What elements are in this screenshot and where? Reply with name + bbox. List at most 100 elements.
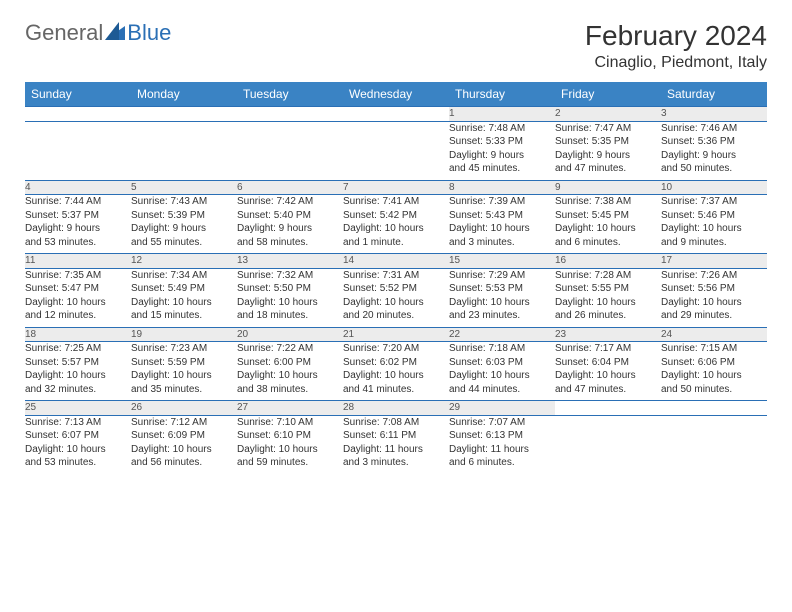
daylight-line2: and 1 minute. [343,236,449,250]
day-number-cell: 10 [661,180,767,195]
logo-text-2: Blue [127,20,171,46]
sunrise-text: Sunrise: 7:15 AM [661,342,767,356]
sunset-text: Sunset: 5:50 PM [237,282,343,296]
daylight-line1: Daylight: 10 hours [131,296,237,310]
daylight-line2: and 55 minutes. [131,236,237,250]
day-content-cell: Sunrise: 7:25 AMSunset: 5:57 PMDaylight:… [25,342,131,401]
day-number-cell: 9 [555,180,661,195]
sunrise-text: Sunrise: 7:43 AM [131,195,237,209]
sunrise-text: Sunrise: 7:23 AM [131,342,237,356]
day-number-cell: 13 [237,254,343,269]
day-content-cell [237,121,343,180]
daylight-line2: and 12 minutes. [25,309,131,323]
day-content-cell: Sunrise: 7:41 AMSunset: 5:42 PMDaylight:… [343,195,449,254]
day-number-cell: 28 [343,401,449,416]
sunrise-text: Sunrise: 7:26 AM [661,269,767,283]
day-content-cell: Sunrise: 7:29 AMSunset: 5:53 PMDaylight:… [449,268,555,327]
day-content-cell: Sunrise: 7:47 AMSunset: 5:35 PMDaylight:… [555,121,661,180]
day-content-cell: Sunrise: 7:35 AMSunset: 5:47 PMDaylight:… [25,268,131,327]
day-content-cell [555,415,661,474]
daylight-line1: Daylight: 10 hours [661,369,767,383]
sunrise-text: Sunrise: 7:12 AM [131,416,237,430]
day-content-cell: Sunrise: 7:42 AMSunset: 5:40 PMDaylight:… [237,195,343,254]
day-header: Thursday [449,82,555,107]
day-content-cell: Sunrise: 7:10 AMSunset: 6:10 PMDaylight:… [237,415,343,474]
content-row: Sunrise: 7:35 AMSunset: 5:47 PMDaylight:… [25,268,767,327]
sunset-text: Sunset: 6:09 PM [131,429,237,443]
day-content-cell: Sunrise: 7:37 AMSunset: 5:46 PMDaylight:… [661,195,767,254]
sunset-text: Sunset: 5:39 PM [131,209,237,223]
day-header: Saturday [661,82,767,107]
content-row: Sunrise: 7:13 AMSunset: 6:07 PMDaylight:… [25,415,767,474]
daylight-line1: Daylight: 10 hours [237,296,343,310]
daylight-line1: Daylight: 10 hours [343,296,449,310]
sunrise-text: Sunrise: 7:41 AM [343,195,449,209]
day-header-row: Sunday Monday Tuesday Wednesday Thursday… [25,82,767,107]
sunrise-text: Sunrise: 7:42 AM [237,195,343,209]
title-block: February 2024 Cinaglio, Piedmont, Italy [585,20,767,72]
sunrise-text: Sunrise: 7:17 AM [555,342,661,356]
day-number-cell [237,107,343,122]
daylight-line2: and 20 minutes. [343,309,449,323]
daylight-line1: Daylight: 10 hours [555,222,661,236]
day-number-cell: 16 [555,254,661,269]
sunset-text: Sunset: 5:55 PM [555,282,661,296]
daylight-line1: Daylight: 10 hours [555,369,661,383]
sunrise-text: Sunrise: 7:35 AM [25,269,131,283]
content-row: Sunrise: 7:48 AMSunset: 5:33 PMDaylight:… [25,121,767,180]
calendar-body: 123Sunrise: 7:48 AMSunset: 5:33 PMDaylig… [25,107,767,474]
daylight-line1: Daylight: 9 hours [25,222,131,236]
day-number-cell: 5 [131,180,237,195]
sunset-text: Sunset: 6:10 PM [237,429,343,443]
daylight-line1: Daylight: 10 hours [343,222,449,236]
daylight-line2: and 32 minutes. [25,383,131,397]
day-number-cell: 4 [25,180,131,195]
daylight-line2: and 3 minutes. [343,456,449,470]
day-content-cell: Sunrise: 7:31 AMSunset: 5:52 PMDaylight:… [343,268,449,327]
sunrise-text: Sunrise: 7:31 AM [343,269,449,283]
day-content-cell: Sunrise: 7:34 AMSunset: 5:49 PMDaylight:… [131,268,237,327]
daylight-line2: and 6 minutes. [449,456,555,470]
sunset-text: Sunset: 5:47 PM [25,282,131,296]
daylight-line1: Daylight: 9 hours [555,149,661,163]
daylight-line1: Daylight: 10 hours [25,443,131,457]
sunset-text: Sunset: 6:02 PM [343,356,449,370]
day-number-cell: 26 [131,401,237,416]
daylight-line1: Daylight: 11 hours [449,443,555,457]
day-content-cell: Sunrise: 7:08 AMSunset: 6:11 PMDaylight:… [343,415,449,474]
day-content-cell: Sunrise: 7:22 AMSunset: 6:00 PMDaylight:… [237,342,343,401]
day-number-cell: 8 [449,180,555,195]
day-number-cell: 17 [661,254,767,269]
daylight-line1: Daylight: 10 hours [661,296,767,310]
sunset-text: Sunset: 6:13 PM [449,429,555,443]
day-content-cell: Sunrise: 7:39 AMSunset: 5:43 PMDaylight:… [449,195,555,254]
sunset-text: Sunset: 5:57 PM [25,356,131,370]
day-number-cell: 24 [661,327,767,342]
sunrise-text: Sunrise: 7:25 AM [25,342,131,356]
daylight-line1: Daylight: 10 hours [449,222,555,236]
day-content-cell: Sunrise: 7:13 AMSunset: 6:07 PMDaylight:… [25,415,131,474]
daylight-line2: and 53 minutes. [25,236,131,250]
sunset-text: Sunset: 6:04 PM [555,356,661,370]
daylight-line2: and 35 minutes. [131,383,237,397]
day-number-cell: 7 [343,180,449,195]
day-number-cell: 22 [449,327,555,342]
day-number-cell: 27 [237,401,343,416]
day-content-cell: Sunrise: 7:46 AMSunset: 5:36 PMDaylight:… [661,121,767,180]
sunrise-text: Sunrise: 7:34 AM [131,269,237,283]
day-number-cell: 11 [25,254,131,269]
day-content-cell [343,121,449,180]
sunrise-text: Sunrise: 7:47 AM [555,122,661,136]
day-content-cell: Sunrise: 7:44 AMSunset: 5:37 PMDaylight:… [25,195,131,254]
daylight-line2: and 6 minutes. [555,236,661,250]
content-row: Sunrise: 7:25 AMSunset: 5:57 PMDaylight:… [25,342,767,401]
day-number-cell: 23 [555,327,661,342]
daylight-line1: Daylight: 10 hours [25,369,131,383]
daylight-line2: and 50 minutes. [661,162,767,176]
sunrise-text: Sunrise: 7:28 AM [555,269,661,283]
sunrise-text: Sunrise: 7:10 AM [237,416,343,430]
daylight-line1: Daylight: 10 hours [343,369,449,383]
day-content-cell [131,121,237,180]
sunset-text: Sunset: 5:46 PM [661,209,767,223]
daylight-line2: and 29 minutes. [661,309,767,323]
